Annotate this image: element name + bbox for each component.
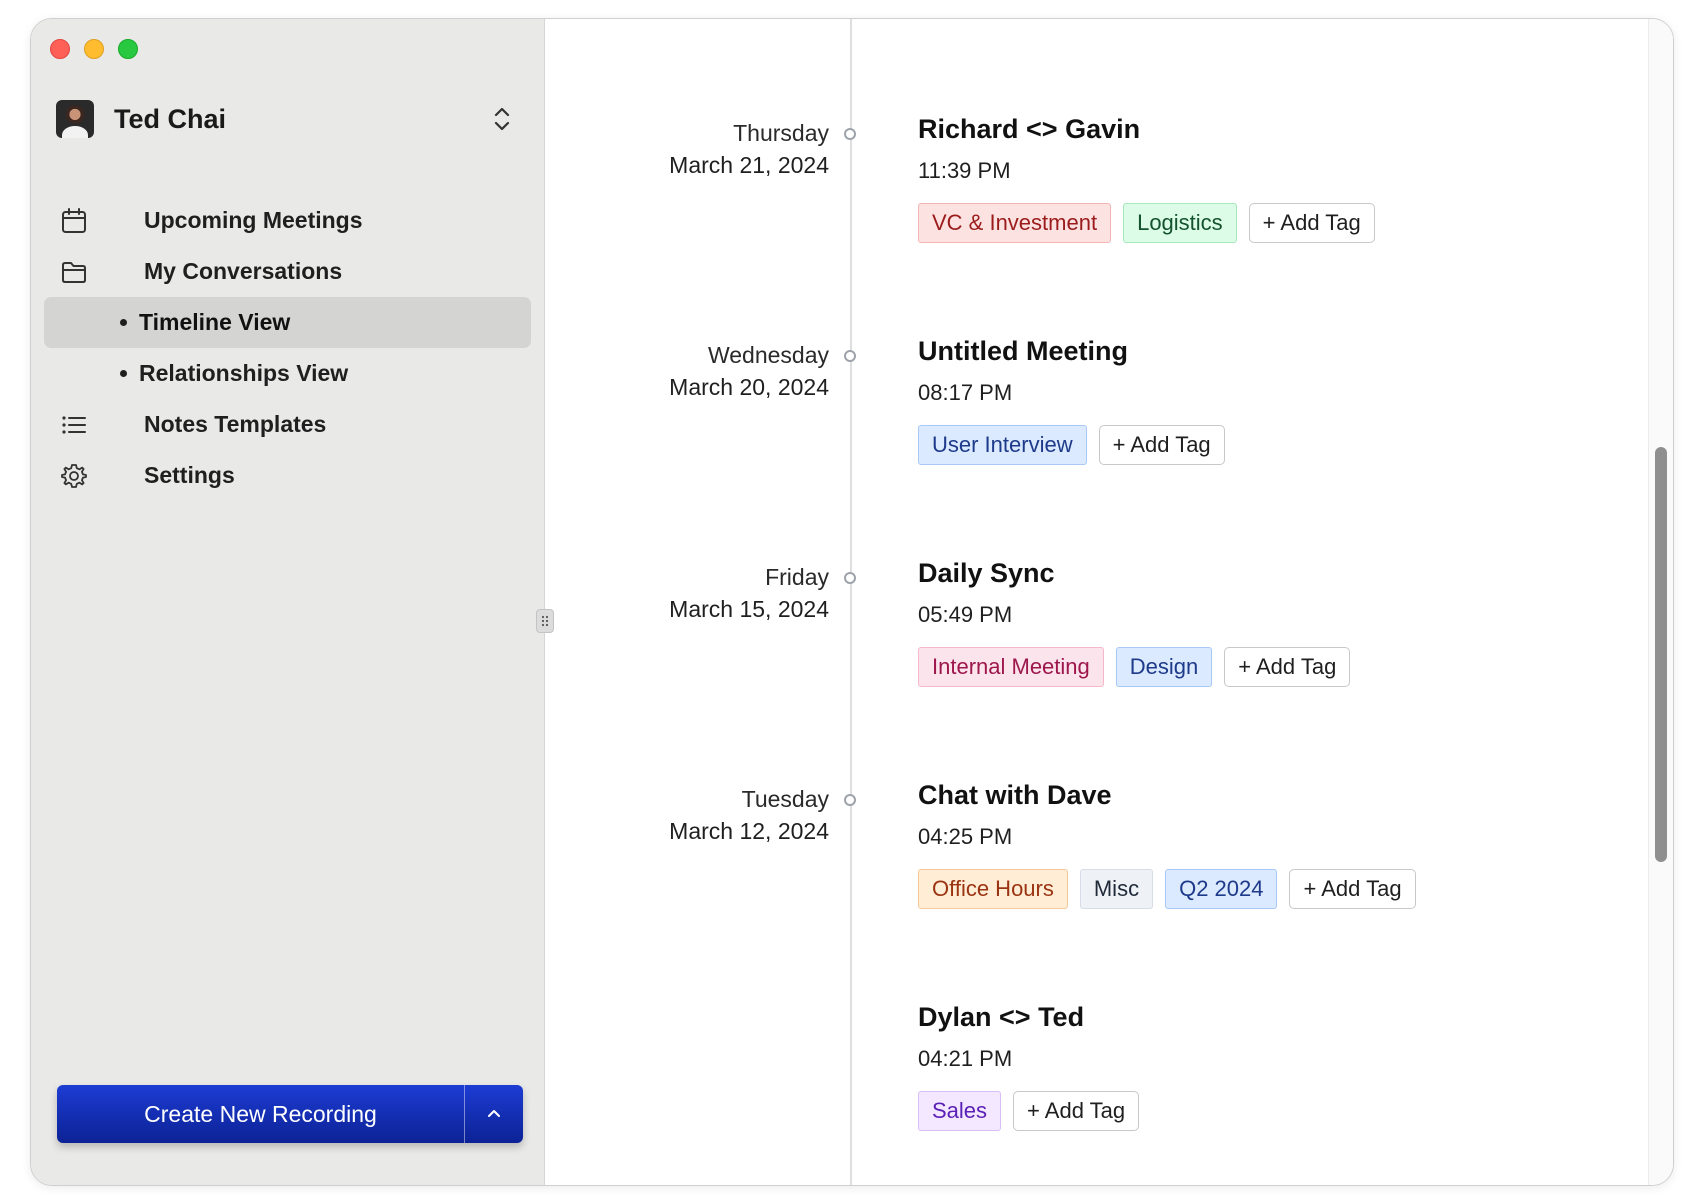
sidebar-item-settings[interactable]: Settings — [31, 450, 544, 501]
sidebar-subitem-label: Timeline View — [139, 309, 291, 335]
scrollbar[interactable] — [1648, 19, 1673, 1185]
tag-chip[interactable]: Sales — [918, 1091, 1002, 1131]
list-icon — [62, 416, 86, 434]
meeting-title[interactable]: Richard <> Gavin — [918, 114, 1141, 144]
entry-weekday: Wednesday — [707, 342, 829, 368]
zoom-window-button[interactable] — [118, 39, 138, 59]
tag-chip[interactable]: Logistics — [1123, 203, 1237, 243]
app-window: Ted Chai Upcoming Meetings — [30, 18, 1674, 1186]
entry-weekday: Tuesday — [741, 786, 829, 812]
sidebar-resize-handle[interactable] — [536, 609, 554, 633]
minimize-window-button[interactable] — [84, 39, 104, 59]
sidebar: Ted Chai Upcoming Meetings — [31, 19, 545, 1185]
bullet-icon — [120, 319, 127, 326]
create-new-recording-button[interactable]: Create New Recording — [144, 1100, 377, 1127]
entry-weekday: Thursday — [733, 120, 829, 146]
entry-full-date: March 12, 2024 — [669, 818, 829, 844]
entry-date: Thursday March 21, 2024 — [569, 117, 829, 182]
sidebar-item-label: Notes Templates — [144, 411, 327, 437]
chevron-up-down-icon — [494, 107, 510, 131]
entry-date: Tuesday March 12, 2024 — [569, 783, 829, 848]
entry-date: Friday March 15, 2024 — [569, 561, 829, 626]
sidebar-item-label: Settings — [144, 462, 235, 488]
meeting-time: 11:39 PM — [918, 158, 1011, 183]
timeline-dot — [844, 128, 856, 140]
add-tag-button[interactable]: + Add Tag — [1224, 647, 1351, 687]
sidebar-subitem-label: Relationships View — [139, 360, 349, 386]
sidebar-subitem-relationships-view[interactable]: Relationships View — [31, 348, 544, 399]
add-tag-button[interactable]: + Add Tag — [1248, 203, 1375, 243]
avatar — [56, 100, 94, 138]
meeting-time: 08:17 PM — [918, 380, 1013, 405]
tag-chip[interactable]: User Interview — [918, 425, 1087, 465]
gear-icon — [61, 464, 87, 488]
tag-chip[interactable]: VC & Investment — [918, 203, 1112, 243]
sidebar-nav: Upcoming Meetings My Conversations Timel… — [31, 195, 544, 501]
timeline-entry: Thursday March 21, 2024 Richard <> Gavin… — [545, 99, 1645, 321]
timeline-dot — [844, 794, 856, 806]
sidebar-item-upcoming-meetings[interactable]: Upcoming Meetings — [31, 195, 544, 246]
meeting-card: Richard <> Gavin 11:39 PM VC & Investmen… — [918, 109, 1375, 243]
sidebar-item-notes-templates[interactable]: Notes Templates — [31, 399, 544, 450]
meeting-title[interactable]: Untitled Meeting — [918, 336, 1128, 366]
meeting-title[interactable]: Chat with Dave — [918, 780, 1112, 810]
sidebar-item-label: Upcoming Meetings — [144, 207, 363, 233]
tag-chip[interactable]: Q2 2024 — [1165, 869, 1278, 909]
scrollbar-thumb[interactable] — [1655, 447, 1667, 862]
timeline-entry: Tuesday March 12, 2024 Chat with Dave 04… — [545, 765, 1645, 987]
sidebar-item-label: My Conversations — [144, 258, 343, 284]
add-tag-button[interactable]: + Add Tag — [1289, 869, 1416, 909]
tag-chip[interactable]: Misc — [1079, 869, 1154, 909]
chevron-up-icon — [488, 1110, 500, 1117]
tag-chip[interactable]: Internal Meeting — [918, 647, 1104, 687]
calendar-icon — [62, 208, 86, 233]
user-name: Ted Chai — [114, 103, 227, 134]
meeting-card: Chat with Dave 04:25 PM Office Hours Misc… — [918, 775, 1416, 909]
entry-date: Wednesday March 20, 2024 — [569, 339, 829, 404]
entry-weekday: Friday — [765, 564, 829, 590]
sidebar-subitem-timeline-view[interactable]: Timeline View — [44, 297, 531, 348]
meeting-title[interactable]: Daily Sync — [918, 558, 1055, 588]
entry-full-date: March 15, 2024 — [669, 596, 829, 622]
create-options-button[interactable] — [465, 1085, 523, 1143]
add-tag-button[interactable]: + Add Tag — [1098, 425, 1225, 465]
meeting-card: Dylan <> Ted 04:21 PM Sales + Add Tag — [918, 997, 1140, 1131]
meeting-card: Daily Sync 05:49 PM Internal Meeting Desi… — [918, 553, 1351, 687]
button-divider — [464, 1085, 465, 1143]
timeline-line — [850, 19, 852, 1185]
tag-chip[interactable]: Design — [1115, 647, 1213, 687]
tag-list: Internal Meeting Design + Add Tag — [918, 647, 1351, 687]
meeting-time: 04:25 PM — [918, 824, 1013, 849]
create-recording-split-button: Create New Recording — [57, 1085, 523, 1143]
timeline-dot — [844, 350, 856, 362]
bullet-icon — [120, 370, 127, 377]
tag-list: VC & Investment Logistics + Add Tag — [918, 203, 1375, 243]
window-controls — [50, 39, 138, 59]
account-switcher[interactable]: Ted Chai — [56, 97, 524, 141]
folder-icon — [62, 262, 86, 283]
timeline-panel: Thursday March 21, 2024 Richard <> Gavin… — [545, 19, 1673, 1185]
close-window-button[interactable] — [50, 39, 70, 59]
meeting-card: Untitled Meeting 08:17 PM User Interview… — [918, 331, 1225, 465]
tag-list: User Interview + Add Tag — [918, 425, 1225, 465]
meeting-title[interactable]: Dylan <> Ted — [918, 1002, 1085, 1032]
meeting-time: 05:49 PM — [918, 602, 1013, 627]
entry-full-date: March 21, 2024 — [669, 152, 829, 178]
add-tag-button[interactable]: + Add Tag — [1013, 1091, 1140, 1131]
timeline-entry: Dylan <> Ted 04:21 PM Sales + Add Tag — [545, 987, 1645, 1185]
meeting-time: 04:21 PM — [918, 1046, 1013, 1071]
entry-full-date: March 20, 2024 — [669, 374, 829, 400]
tag-list: Office Hours Misc Q2 2024 + Add Tag — [918, 869, 1416, 909]
timeline-dot — [844, 572, 856, 584]
tag-list: Sales + Add Tag — [918, 1091, 1140, 1131]
timeline-entry: Friday March 15, 2024 Daily Sync 05:49 P… — [545, 543, 1645, 765]
sidebar-item-my-conversations[interactable]: My Conversations — [31, 246, 544, 297]
tag-chip[interactable]: Office Hours — [918, 869, 1068, 909]
grip-icon — [541, 615, 549, 627]
timeline-entry: Wednesday March 20, 2024 Untitled Meetin… — [545, 321, 1645, 543]
